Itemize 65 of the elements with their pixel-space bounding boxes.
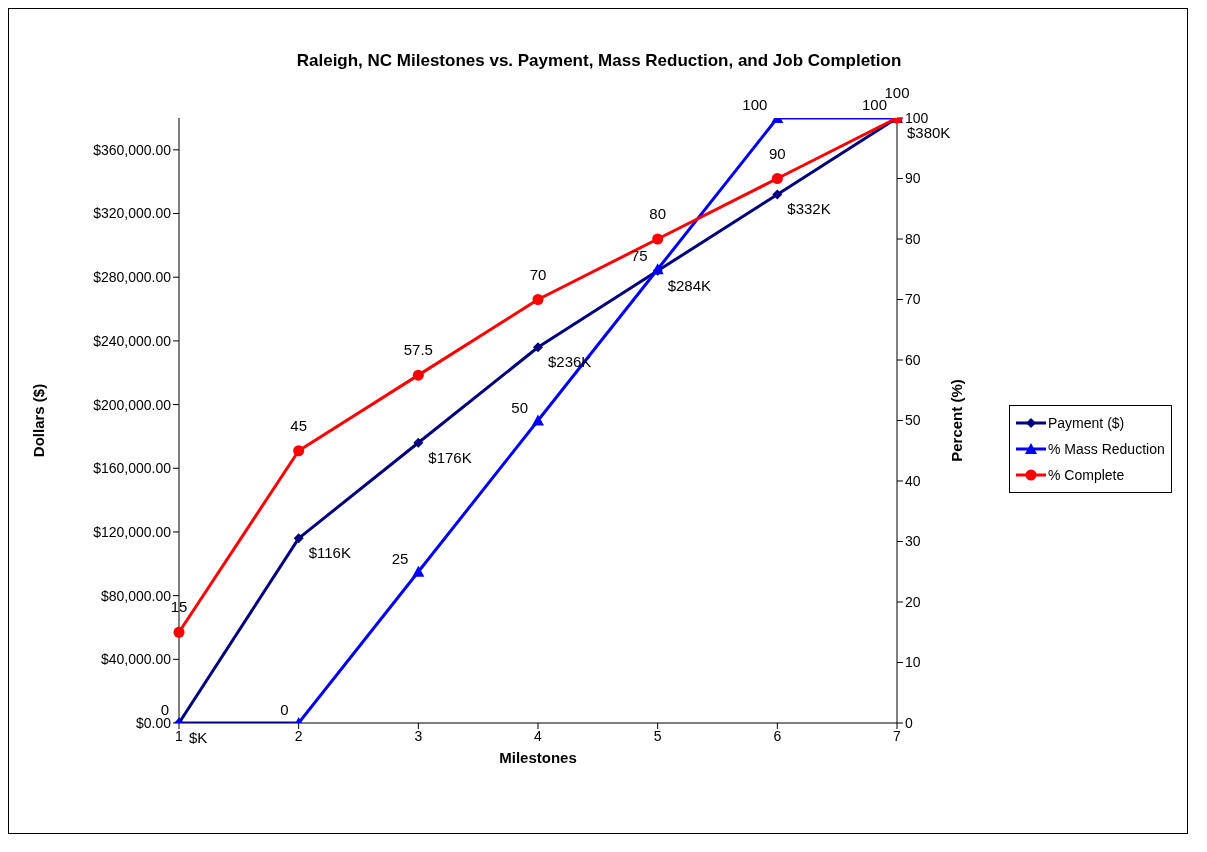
data-label: $284K (667, 276, 712, 294)
point (173, 626, 185, 638)
point (532, 294, 544, 305)
y-tick-label: $360,000.00 (93, 141, 172, 158)
x-tick-label: 7 (893, 727, 902, 744)
y2-tick-label: 100 (905, 109, 929, 126)
data-label: 0 (280, 701, 289, 718)
y2-tick-label: 10 (905, 654, 921, 671)
point (772, 189, 783, 200)
legend-label: Payment ($) (1048, 415, 1125, 431)
y2-tick-label: 50 (905, 412, 921, 429)
data-label: $332K (787, 200, 831, 218)
data-label: 75 (630, 247, 648, 265)
y-tick-label: $240,000.00 (93, 332, 172, 349)
x-tick-label: 6 (773, 727, 782, 744)
y2-tick-label: 20 (905, 593, 921, 610)
data-label: 100 (861, 96, 887, 113)
y-tick-label: $280,000.00 (93, 269, 172, 286)
data-label: 57.5 (403, 341, 433, 359)
data-label: 80 (649, 205, 667, 222)
y2-tick-label: 30 (905, 533, 921, 550)
point (771, 173, 783, 184)
y-axis-title: Dollars ($) (30, 383, 48, 458)
point (413, 437, 424, 448)
data-label: 70 (529, 265, 547, 283)
data-label: 90 (768, 144, 786, 162)
y-tick-label: $120,000.00 (93, 523, 172, 540)
data-label: 100 (884, 84, 910, 101)
y-tick-label: $40,000.00 (100, 651, 172, 668)
y2-tick-label: 0 (905, 714, 913, 731)
point (293, 533, 304, 544)
legend-label: % Complete (1048, 467, 1125, 483)
x-tick-label: 4 (534, 727, 543, 744)
data-label: $116K (308, 544, 351, 562)
data-label: 45 (290, 416, 308, 434)
data-label: 100 (742, 96, 768, 113)
y-tick-label: $200,000.00 (93, 396, 172, 413)
y-tick-label: $160,000.00 (93, 460, 172, 477)
point (533, 342, 543, 353)
y-tick-label: $80,000.00 (100, 587, 172, 604)
point (532, 414, 544, 426)
x-tick-label: 5 (653, 727, 662, 744)
y2-tick-label: 80 (905, 230, 921, 247)
data-label: 50 (511, 398, 528, 416)
chart-title: Raleigh, NC Milestones vs. Payment, Mass Reduction, and Job Completion (295, 51, 903, 71)
data-label: $K (189, 729, 208, 746)
point (412, 565, 425, 577)
x-tick-label: 1 (175, 727, 184, 744)
y2-tick-label: 40 (905, 472, 921, 489)
point (412, 369, 424, 381)
x-tick-label: 2 (294, 727, 303, 744)
x-tick-label: 3 (414, 727, 423, 744)
y2-tick-label: 70 (905, 291, 921, 308)
y-tick-label: $320,000.00 (93, 205, 172, 222)
y2-tick-label: 90 (905, 170, 921, 187)
data-label: 15 (170, 598, 188, 616)
data-label: 25 (391, 549, 409, 567)
data-label: $176K (428, 448, 472, 466)
y2-axis-title: Percent (%) (948, 379, 966, 462)
legend-label: % Mass Reduction (1048, 441, 1165, 457)
point (652, 233, 664, 245)
point (293, 445, 305, 457)
x-axis-title: Milestones (499, 749, 577, 766)
data-label: $380K (907, 124, 951, 141)
y2-tick-label: 60 (905, 351, 921, 368)
